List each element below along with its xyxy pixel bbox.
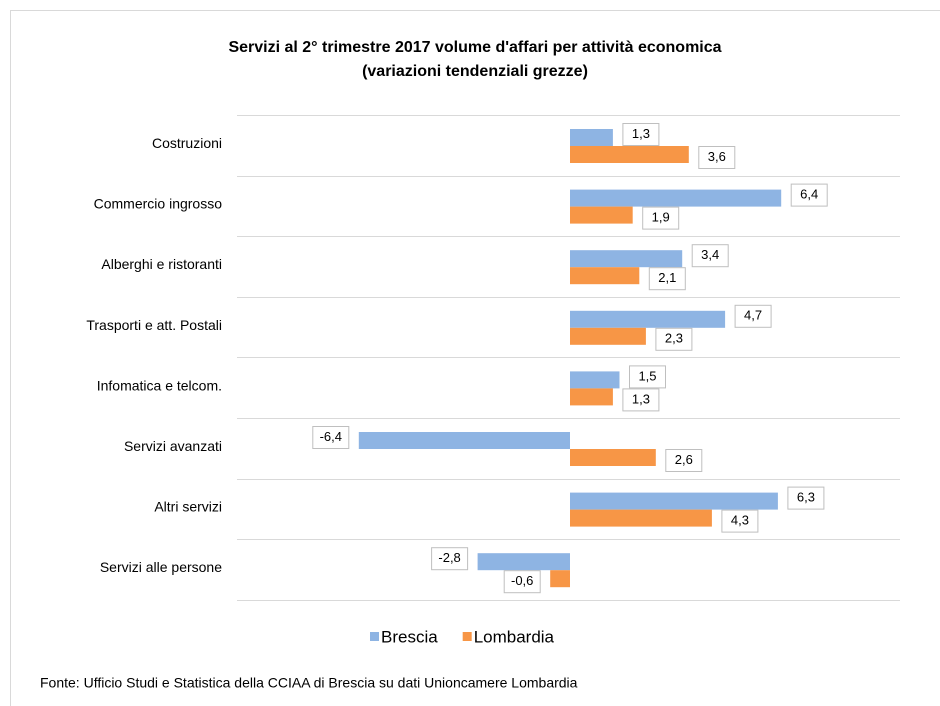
bar — [477, 553, 570, 571]
value-label: 1,3 — [632, 126, 650, 141]
value-label-box — [431, 547, 469, 571]
chart-subtitle: (variazioni tendenziali grezze) — [362, 63, 588, 80]
legend-swatch — [370, 632, 379, 641]
value-label-box — [642, 206, 680, 230]
category-label: Servizi alle persone — [100, 559, 222, 575]
bar — [570, 310, 726, 328]
category-label: Trasporti e att. Postali — [86, 317, 222, 333]
value-label: -0,6 — [511, 573, 533, 588]
value-label: 4,3 — [731, 513, 749, 528]
value-label-box — [665, 449, 703, 472]
category-label: Altri servizi — [154, 499, 222, 515]
value-label-box — [787, 486, 825, 510]
chart-title: Servizi al 2° trimestre 2017 volume d'af… — [228, 39, 721, 56]
value-label-box — [312, 426, 350, 449]
value-label: -2,8 — [438, 550, 460, 565]
value-label: 4,7 — [744, 308, 762, 323]
value-label: 6,4 — [800, 187, 818, 202]
legend-label: Lombardia — [474, 627, 555, 646]
value-label-box — [503, 570, 541, 594]
value-label: 2,1 — [658, 270, 676, 285]
source-note: Fonte: Ufficio Studi e Statistica della … — [40, 675, 578, 691]
value-label-box — [622, 123, 660, 146]
category-label: Infomatica e telcom. — [97, 377, 222, 393]
value-label-box — [655, 327, 693, 351]
value-label-box — [698, 146, 736, 169]
bar — [550, 570, 570, 588]
bar — [570, 492, 778, 510]
legend-swatch — [462, 632, 472, 641]
legend-label: Brescia — [381, 627, 438, 646]
category-label: Alberghi e ristoranti — [101, 256, 222, 272]
value-label: 1,5 — [638, 368, 656, 383]
value-label: 2,6 — [675, 452, 693, 467]
value-label: 1,3 — [632, 391, 650, 406]
value-label-box — [629, 365, 666, 389]
category-label: Commercio ingrosso — [94, 196, 223, 212]
bar — [570, 146, 689, 163]
bar — [570, 509, 712, 527]
value-label-box — [691, 244, 729, 268]
value-label-box — [721, 509, 759, 533]
bar — [570, 189, 782, 207]
value-label-box — [790, 183, 828, 207]
bar — [570, 327, 646, 345]
bar — [570, 267, 640, 285]
value-label-box — [648, 267, 686, 291]
bar — [570, 206, 633, 224]
value-label: 2,3 — [665, 331, 683, 346]
value-label: 3,6 — [708, 149, 726, 164]
bar — [570, 129, 613, 146]
value-label-box — [622, 388, 660, 412]
bar — [570, 371, 620, 389]
value-label: 6,3 — [797, 490, 815, 505]
value-label: 3,4 — [701, 247, 719, 262]
value-label: -6,4 — [320, 429, 342, 444]
bar — [358, 432, 570, 449]
category-label: Costruzioni — [152, 135, 222, 151]
bar — [570, 449, 656, 466]
bar — [570, 388, 613, 406]
value-label-box — [734, 304, 772, 328]
category-label: Servizi avanzati — [124, 438, 222, 454]
bar — [570, 250, 683, 268]
value-label: 1,9 — [652, 210, 670, 225]
